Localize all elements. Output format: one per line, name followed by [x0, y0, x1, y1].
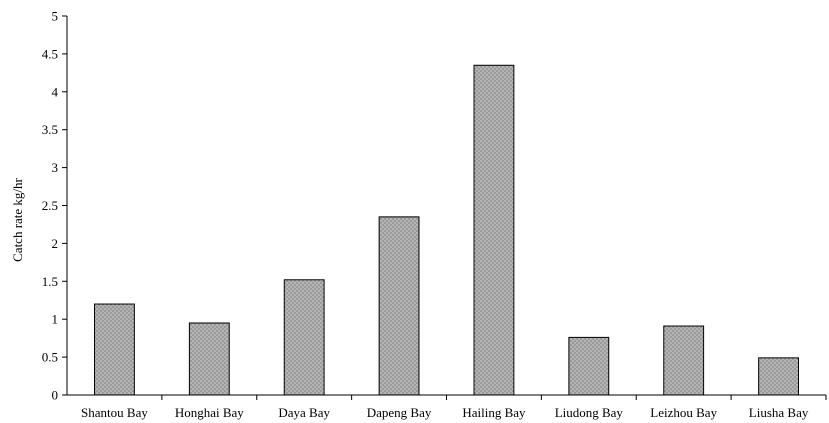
- y-tick-label: 1.5: [42, 274, 58, 289]
- bar-liudong-bay: [568, 336, 610, 396]
- bar-liusha-bay: [758, 357, 799, 396]
- bar-dapeng-bay: [378, 216, 420, 396]
- x-category-label: Liusha Bay: [749, 405, 809, 420]
- bar-leizhou-bay: [663, 325, 705, 396]
- bar-shantou-bay: [94, 303, 135, 396]
- x-category-label: Daya Bay: [278, 405, 330, 420]
- x-category-label: Dapeng Bay: [367, 405, 432, 420]
- y-tick-label: 3: [52, 160, 59, 175]
- y-tick-label: 5: [52, 9, 59, 24]
- bar-honghai-bay: [188, 322, 230, 396]
- y-tick-label: 2: [52, 236, 59, 251]
- y-axis-ticks: 0 0.5 1 1.5 2 2.5 3 3.5 4 4.5 5: [42, 9, 67, 403]
- y-tick-label: 1: [52, 312, 59, 327]
- y-tick-label: 0.5: [42, 350, 58, 365]
- y-tick-label: 4.5: [42, 46, 58, 61]
- x-category-label: Honghai Bay: [175, 405, 244, 420]
- x-category-label: Shantou Bay: [81, 405, 148, 420]
- x-axis-labels: Shantou Bay Honghai Bay Daya Bay Dapeng Bay…: [81, 395, 827, 420]
- y-tick-label: 3.5: [42, 122, 58, 137]
- y-tick-label: 2.5: [42, 198, 58, 213]
- x-category-label: Hailing Bay: [462, 405, 526, 420]
- y-tick-label: 4: [52, 84, 59, 99]
- y-axis-title: Catch rate kg/hr: [10, 177, 25, 261]
- x-category-label: Liudong Bay: [555, 405, 624, 420]
- bar-hailing-bay: [473, 64, 515, 396]
- y-tick-label: 0: [52, 388, 59, 403]
- bars: [94, 64, 799, 396]
- x-category-label: Leizhou Bay: [650, 405, 717, 420]
- bar-daya-bay: [283, 279, 325, 396]
